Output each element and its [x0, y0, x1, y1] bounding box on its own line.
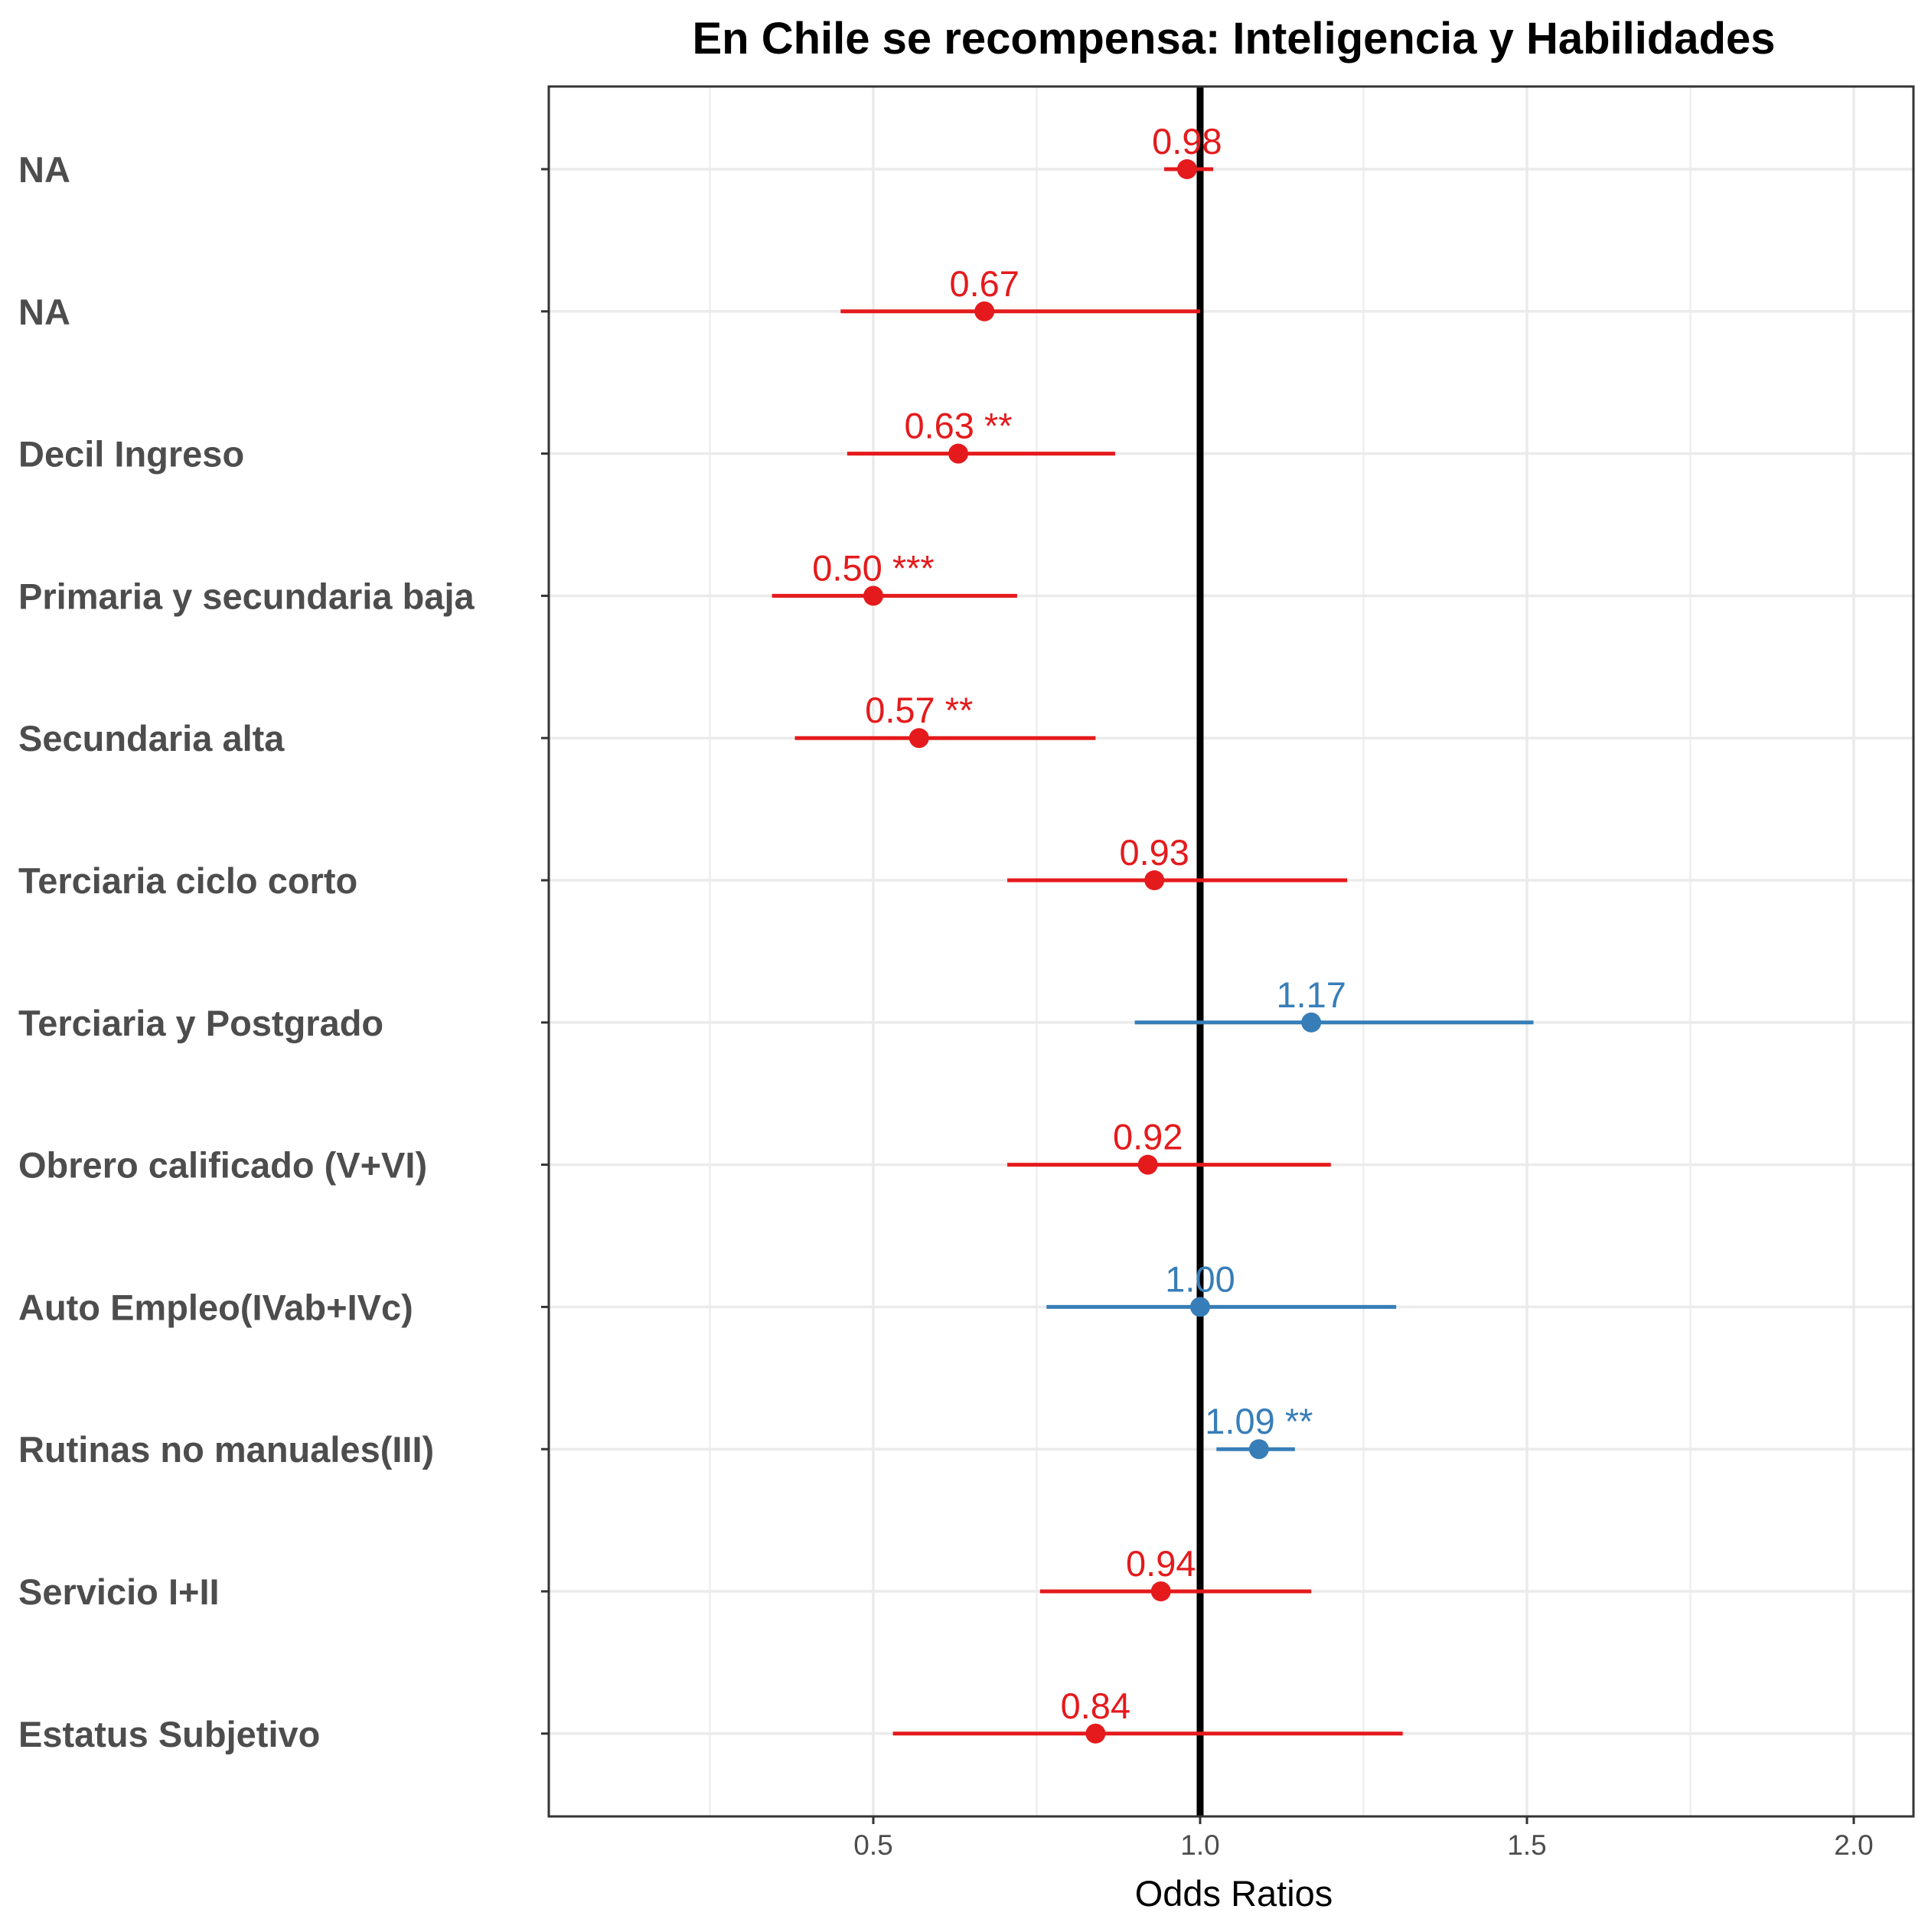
- estimate-point: [1085, 1723, 1106, 1744]
- y-tick-label: Terciaria y Postgrado: [18, 1003, 383, 1043]
- row-group: 1.00: [1046, 1258, 1397, 1317]
- value-label: 1.09 **: [1205, 1401, 1313, 1441]
- estimate-point: [1144, 870, 1165, 890]
- row-group: 1.17: [1134, 974, 1534, 1033]
- y-tick-label: Servicio I+II: [18, 1571, 220, 1612]
- estimate-point: [1150, 1581, 1171, 1601]
- y-tick-label: Rutinas no manuales(III): [18, 1429, 434, 1470]
- estimate-point: [948, 443, 969, 464]
- x-tick-label: 1.5: [1507, 1829, 1546, 1861]
- axis-layer: NA NA Decil Ingreso Primaria y secundaria b…: [18, 85, 1915, 1861]
- row-group: 1.09 **: [1205, 1401, 1313, 1460]
- grid-layer: [549, 86, 1913, 1816]
- row-group: 0.67: [840, 263, 1200, 321]
- y-tick-label: Terciaria ciclo corto: [18, 860, 357, 901]
- estimate-point: [909, 728, 929, 749]
- value-label: 0.92: [1113, 1117, 1183, 1157]
- x-tick-label: 0.5: [853, 1829, 892, 1861]
- x-tick-label: 1.0: [1180, 1829, 1219, 1861]
- x-axis-title: Odds Ratios: [1135, 1873, 1333, 1914]
- y-tick-label: NA: [18, 292, 70, 332]
- y-tick-label: Estatus Subjetivo: [18, 1714, 320, 1754]
- value-label: 1.17: [1276, 974, 1346, 1015]
- x-tick-label: 2.0: [1834, 1829, 1873, 1861]
- value-label: 0.98: [1152, 121, 1222, 162]
- y-tick-label: Decil Ingreso: [18, 434, 244, 475]
- value-label: 0.63 **: [904, 406, 1012, 446]
- y-tick-label: Primaria y secundaria baja: [18, 576, 475, 616]
- value-label: 0.67: [949, 263, 1019, 304]
- panel-background: [549, 86, 1913, 1816]
- value-label: 0.50 ***: [812, 547, 934, 588]
- value-label: 1.00: [1165, 1258, 1235, 1299]
- row-group: 0.63 **: [847, 406, 1115, 464]
- estimate-point: [1176, 159, 1197, 179]
- value-label: 0.93: [1119, 832, 1189, 873]
- estimate-point: [1190, 1297, 1210, 1317]
- row-group: 0.57 **: [794, 690, 1096, 749]
- y-tick-label: Auto Empleo(IVab+IVc): [18, 1287, 413, 1327]
- row-group: 0.50 ***: [772, 547, 1017, 606]
- rows-layer: 0.98 0.67 0.63 ** 0.50 *** 0.57 ** 0.93 1.17 0.…: [772, 121, 1534, 1744]
- estimate-point: [863, 586, 883, 606]
- row-group: 0.98: [1152, 121, 1222, 179]
- estimate-point: [1248, 1439, 1269, 1460]
- value-label: 0.94: [1126, 1543, 1196, 1584]
- row-group: 0.84: [892, 1686, 1403, 1744]
- y-tick-label: Obrero calificado (V+VI): [18, 1145, 427, 1186]
- row-group: 0.93: [1007, 832, 1348, 890]
- estimate-point: [1137, 1154, 1158, 1175]
- value-label: 0.84: [1061, 1686, 1130, 1726]
- y-tick-label: NA: [18, 149, 70, 190]
- row-group: 0.92: [1007, 1117, 1331, 1175]
- value-label: 0.57 **: [865, 690, 973, 730]
- row-group: 0.94: [1039, 1543, 1312, 1601]
- panel-border: [547, 85, 1915, 1818]
- y-tick-label: Secundaria alta: [18, 718, 285, 759]
- estimate-point: [974, 301, 995, 321]
- chart-title: En Chile se recompensa: Inteligencia y H…: [692, 14, 1775, 64]
- estimate-point: [1301, 1012, 1322, 1033]
